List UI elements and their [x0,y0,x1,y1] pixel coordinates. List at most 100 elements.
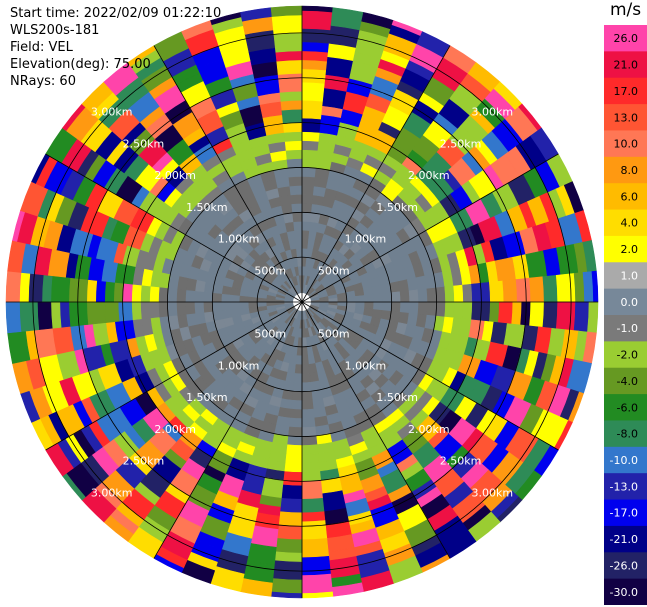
velocity-gate [301,337,308,348]
velocity-gate [289,408,303,419]
velocity-gate [309,371,320,383]
velocity-gate [301,117,322,133]
range-ring-label: 3.00km [471,106,513,119]
velocity-gate [279,90,303,102]
colorbar-band [604,446,647,474]
velocity-gate [292,381,303,392]
velocity-gate [529,276,545,303]
velocity-gate [301,203,313,214]
velocity-gate [426,301,437,317]
colorbar-band [604,183,647,211]
velocity-gate [291,390,303,401]
velocity-gate [296,247,303,258]
velocity-gate [176,301,187,316]
velocity-gate [276,524,303,540]
velocity-gate [301,373,311,384]
velocity-gate [113,281,124,303]
colorbar-tick-label: 10.0 [614,138,639,151]
velocity-gate [86,301,107,325]
velocity-gate [301,497,325,514]
velocity-gate [28,273,44,303]
velocity-gate [502,279,518,303]
velocity-gate [287,426,303,437]
velocity-gate [294,364,303,375]
velocity-gate [426,287,437,303]
colorbar-band [604,130,647,158]
velocity-gate [270,5,303,17]
velocity-gate [294,229,303,240]
velocity-gate [279,497,303,514]
colorbar-tick-label: -17.0 [610,507,638,520]
velocity-gate [281,108,303,124]
velocity-gate [301,511,326,523]
velocity-gate [301,10,333,31]
velocity-gate [194,290,205,303]
velocity-gate [453,284,464,303]
velocity-gate [185,301,196,315]
velocity-gate [282,122,303,133]
colorbar-band [604,552,647,580]
colorbar-tick-label: -10.0 [610,454,638,467]
velocity-gate [301,149,319,160]
velocity-gate [301,453,320,464]
velocity-gate [19,301,40,332]
velocity-gate [176,288,187,303]
velocity-gate [284,140,303,151]
velocity-gate [41,274,53,303]
azimuth-spoke [45,301,303,451]
range-ring-label: 1.00km [345,359,387,372]
velocity-gate [301,390,313,401]
range-ring-label: 2.00km [408,169,450,182]
velocity-gate [288,417,303,428]
velocity-gate [346,296,357,303]
colorbar-tick-label: 1.0 [621,269,639,282]
colorbar-tick-label: 2.0 [621,243,639,256]
colorbar-band [604,25,647,52]
velocity-gate [301,59,328,71]
azimuth-spoke [301,153,559,303]
colorbar-unit: m/s [610,0,642,20]
velocity-gate [489,280,505,303]
colorbar-tick-label: -6.0 [617,401,638,414]
range-ring-label: 1.00km [218,359,260,372]
velocity-gate [273,32,303,53]
velocity-gate [282,471,303,487]
colorbar-band [604,104,647,131]
velocity-gate [283,462,303,473]
colorbar-tick-label: -13.0 [610,480,638,493]
velocity-gate [5,270,22,303]
range-ring-label: 500m [318,328,350,341]
velocity-gate [364,294,375,303]
velocity-gate [301,194,314,205]
colorbar-tick-label: 21.0 [614,59,639,72]
velocity-gate [271,14,303,35]
velocity-gate [301,573,333,594]
velocity-gate [373,301,384,311]
velocity-gate [286,158,303,169]
velocity-gate [285,149,303,160]
azimuth-spoke [301,301,451,559]
velocity-gate [301,158,318,169]
colorbar-band [604,235,647,263]
velocity-gate [5,301,22,334]
velocity-gate [301,346,308,357]
velocity-gate [417,288,428,303]
velocity-gate [301,81,326,102]
velocity-gate [435,301,446,318]
velocity-gate [95,280,107,303]
velocity-gate [140,301,151,320]
velocity-gate [280,99,303,111]
velocity-gate [371,284,383,295]
range-ring-label: 500m [254,264,286,277]
velocity-gate [167,301,178,317]
range-ring-label: 1.50km [186,201,228,214]
velocity-gate [301,417,316,428]
velocity-gate [158,286,169,303]
velocity-gate [301,212,312,223]
colorbar-tick-label: -2.0 [617,349,638,362]
velocity-gate [529,301,545,328]
colorbar-tick-label: 4.0 [621,217,639,230]
velocity-gate [328,297,339,303]
velocity-gate [288,176,303,187]
velocity-gate [104,281,115,303]
